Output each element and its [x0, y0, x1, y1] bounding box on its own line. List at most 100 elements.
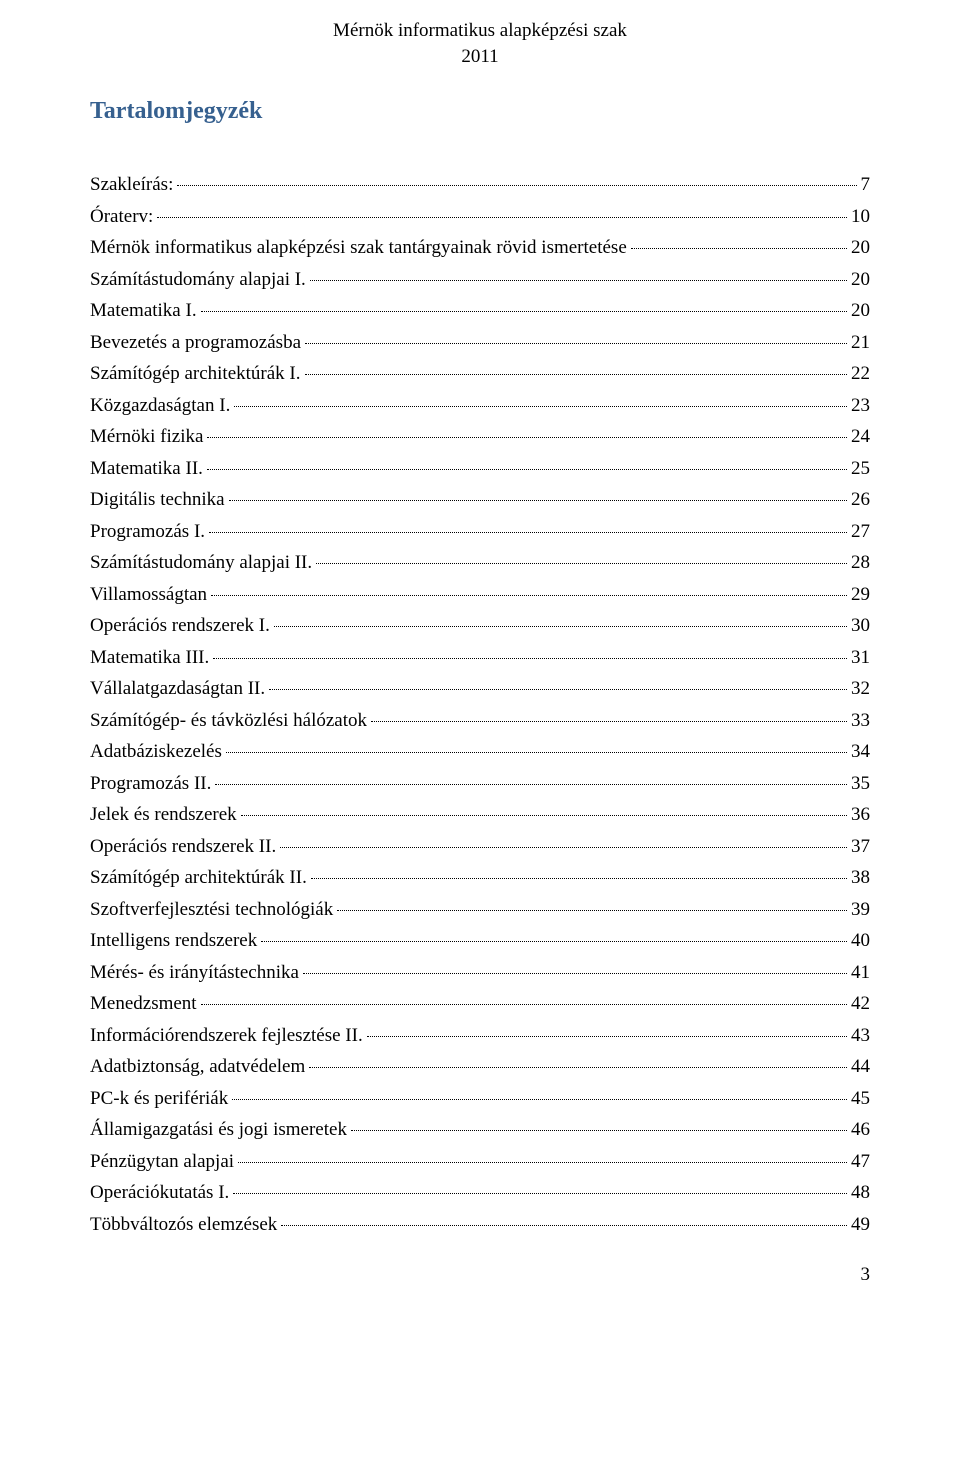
header-title: Mérnök informatikus alapképzési szak: [90, 20, 870, 42]
toc-entry: Menedzsment42: [90, 994, 870, 1013]
toc-entry-label: Számítástudomány alapjai I.: [90, 270, 306, 289]
toc-leader-dots: [229, 500, 847, 501]
toc-leader-dots: [213, 658, 847, 659]
toc-entry-page: 25: [851, 459, 870, 478]
toc-entry: Digitális technika 26: [90, 490, 870, 509]
toc-entry-page: 42: [851, 994, 870, 1013]
toc-leader-dots: [305, 343, 847, 344]
toc-entry-label: Programozás II.: [90, 774, 211, 793]
toc-entry-page: 20: [851, 270, 870, 289]
toc-entry: Szakleírás: 7: [90, 175, 870, 194]
toc-entry-label: Digitális technika: [90, 490, 225, 509]
toc-entry: Számítógép architektúrák II. 38: [90, 868, 870, 887]
toc-entry-page: 31: [851, 648, 870, 667]
toc-entry-page: 48: [851, 1183, 870, 1202]
toc-entry-page: 41: [851, 963, 870, 982]
toc-entry-page: 33: [851, 711, 870, 730]
toc-entry-page: 23: [851, 396, 870, 415]
toc-entry: Számítástudomány alapjai II. 28: [90, 553, 870, 572]
toc-entry-page: 44: [851, 1057, 870, 1076]
toc-entry-label: Számítástudomány alapjai II.: [90, 553, 312, 572]
toc-leader-dots: [305, 374, 847, 375]
toc-entry-page: 28: [851, 553, 870, 572]
toc-entry-label: Operációkutatás I.: [90, 1183, 229, 1202]
toc-entry-page: 21: [851, 333, 870, 352]
toc-leader-dots: [371, 721, 847, 722]
toc-entry: Villamosságtan 29: [90, 585, 870, 604]
toc-entry: Szoftverfejlesztési technológiák39: [90, 900, 870, 919]
toc-entry-label: Villamosságtan: [90, 585, 207, 604]
toc-entry: Óraterv:10: [90, 207, 870, 226]
toc-entry-label: Jelek és rendszerek: [90, 805, 237, 824]
toc-entry-label: Vállalatgazdaságtan II.: [90, 679, 265, 698]
toc-leader-dots: [351, 1130, 847, 1131]
toc-entry-label: Intelligens rendszerek: [90, 931, 257, 950]
toc-entry-page: 26: [851, 490, 870, 509]
toc-entry-label: Szakleírás:: [90, 175, 173, 194]
toc-leader-dots: [631, 248, 847, 249]
toc-entry-label: Mérés- és irányítástechnika: [90, 963, 299, 982]
toc-entry: PC-k és perifériák45: [90, 1089, 870, 1108]
toc-entry-page: 37: [851, 837, 870, 856]
toc-entry-page: 20: [851, 238, 870, 257]
toc-entry-page: 30: [851, 616, 870, 635]
toc-leader-dots: [274, 626, 847, 627]
toc-entry-label: Számítógép architektúrák I.: [90, 364, 301, 383]
toc-entry: Többváltozós elemzések49: [90, 1215, 870, 1234]
toc-entry-label: Pénzügytan alapjai: [90, 1152, 234, 1171]
toc-entry-page: 29: [851, 585, 870, 604]
toc-entry-page: 24: [851, 427, 870, 446]
toc-leader-dots: [233, 1193, 847, 1194]
toc-entry-label: Mérnök informatikus alapképzési szak tan…: [90, 238, 627, 257]
toc-entry-label: Információrendszerek fejlesztése II.: [90, 1026, 363, 1045]
toc-entry-label: Adatbáziskezelés: [90, 742, 222, 761]
toc-leader-dots: [207, 437, 847, 438]
document-page: Mérnök informatikus alapképzési szak 201…: [0, 0, 960, 1326]
toc-entry-label: Bevezetés a programozásba: [90, 333, 301, 352]
toc-entry: Számítógép architektúrák I. 22: [90, 364, 870, 383]
toc-entry-label: Matematika II.: [90, 459, 203, 478]
toc-entry-label: Matematika I.: [90, 301, 197, 320]
toc-entry-label: Államigazgatási és jogi ismeretek: [90, 1120, 347, 1139]
toc-entry-page: 27: [851, 522, 870, 541]
toc-entry-page: 36: [851, 805, 870, 824]
toc-entry-page: 7: [861, 175, 871, 194]
toc-entry: Operációs rendszerek I. 30: [90, 616, 870, 635]
toc-entry-label: Matematika III.: [90, 648, 209, 667]
toc-leader-dots: [310, 280, 847, 281]
toc-entry: Matematika I. 20: [90, 301, 870, 320]
toc-entry-label: Számítógép architektúrák II.: [90, 868, 307, 887]
toc-list: Szakleírás: 7 Óraterv:10 Mérnök informatiku…: [90, 175, 870, 1234]
toc-leader-dots: [311, 878, 847, 879]
toc-entry: Jelek és rendszerek 36: [90, 805, 870, 824]
toc-entry-page: 20: [851, 301, 870, 320]
toc-leader-dots: [232, 1099, 847, 1100]
toc-entry: Vállalatgazdaságtan II.32: [90, 679, 870, 698]
toc-leader-dots: [211, 595, 847, 596]
toc-entry-label: Mérnöki fizika: [90, 427, 203, 446]
toc-entry-label: Közgazdaságtan I.: [90, 396, 230, 415]
toc-entry: Bevezetés a programozásba 21: [90, 333, 870, 352]
toc-entry-label: Számítógép- és távközlési hálózatok: [90, 711, 367, 730]
toc-leader-dots: [280, 847, 847, 848]
toc-leader-dots: [303, 973, 847, 974]
toc-entry: Intelligens rendszerek 40: [90, 931, 870, 950]
toc-leader-dots: [316, 563, 847, 564]
toc-leader-dots: [309, 1067, 847, 1068]
toc-entry-label: PC-k és perifériák: [90, 1089, 228, 1108]
toc-entry-page: 47: [851, 1152, 870, 1171]
toc-leader-dots: [281, 1225, 847, 1226]
toc-leader-dots: [226, 752, 847, 753]
toc-entry-page: 40: [851, 931, 870, 950]
toc-entry: Számítógép- és távközlési hálózatok 33: [90, 711, 870, 730]
toc-leader-dots: [234, 406, 847, 407]
toc-entry: Mérés- és irányítástechnika 41: [90, 963, 870, 982]
toc-entry: Számítástudomány alapjai I. 20: [90, 270, 870, 289]
toc-entry-label: Operációs rendszerek I.: [90, 616, 270, 635]
toc-leader-dots: [215, 784, 847, 785]
toc-entry-page: 43: [851, 1026, 870, 1045]
toc-entry-page: 38: [851, 868, 870, 887]
toc-leader-dots: [367, 1036, 847, 1037]
toc-entry: Államigazgatási és jogi ismeretek46: [90, 1120, 870, 1139]
toc-entry-page: 22: [851, 364, 870, 383]
